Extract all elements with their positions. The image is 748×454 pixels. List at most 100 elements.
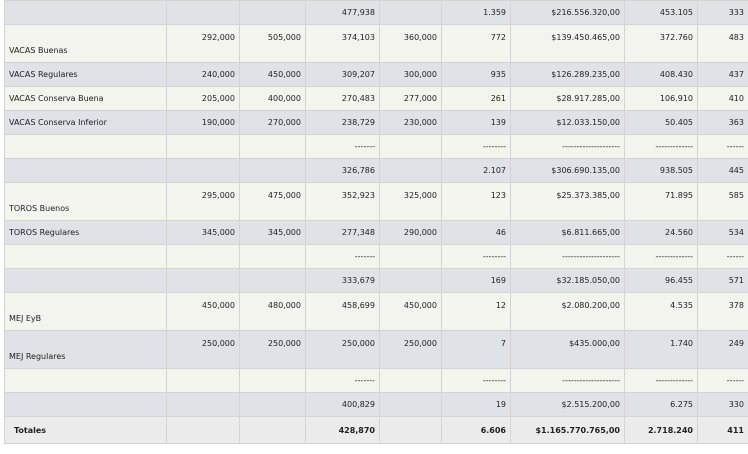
col-3-value: 352,923	[305, 182, 380, 221]
col-3-value: 428,870	[305, 416, 380, 444]
col-3-value: 250,000	[305, 330, 380, 369]
col-2-value: 480,000	[239, 292, 306, 331]
col-8-value: 378	[697, 292, 748, 331]
row-label: TOROS Buenos	[4, 182, 167, 221]
col-1-value	[166, 244, 240, 269]
col-1-value: 205,000	[166, 86, 240, 111]
col-1-value: 450,000	[166, 292, 240, 331]
col-2-value: 250,000	[239, 330, 306, 369]
col-1-value	[166, 368, 240, 393]
col-2-value: 475,000	[239, 182, 306, 221]
col-8-value: 363	[697, 110, 748, 135]
col-1-value	[166, 158, 240, 183]
col-6-value: --------------------	[510, 134, 625, 159]
col-8-value: 411	[697, 416, 748, 444]
col-6-value: $2.515.200,00	[510, 392, 625, 417]
col-4-value	[379, 244, 442, 269]
col-6-value: $435.000,00	[510, 330, 625, 369]
col-1-value: 292,000	[166, 24, 240, 63]
col-6-value: $126.289.235,00	[510, 62, 625, 87]
row-label: TOROS Regulares	[4, 220, 167, 245]
col-6-value: --------------------	[510, 244, 625, 269]
col-2-value	[239, 244, 306, 269]
col-7-value: -------------	[624, 244, 698, 269]
col-7-value: 372.760	[624, 24, 698, 63]
col-8-value: ------	[697, 368, 748, 393]
col-3-value: 400,829	[305, 392, 380, 417]
subtotal-row: 400,829 19 $2.515.200,00 6.275 330	[4, 392, 748, 417]
col-3-value: 270,483	[305, 86, 380, 111]
col-7-value: 453.105	[624, 0, 698, 25]
col-8-value: 249	[697, 330, 748, 369]
row-label	[4, 158, 167, 183]
col-3-value: 333,679	[305, 268, 380, 293]
col-5-value: --------	[441, 368, 511, 393]
row-label: VACAS Conserva Buena	[4, 86, 167, 111]
col-3-value: 477,938	[305, 0, 380, 25]
col-5-value: 19	[441, 392, 511, 417]
col-7-value: 24.560	[624, 220, 698, 245]
col-5-value: 261	[441, 86, 511, 111]
row-label	[4, 392, 167, 417]
col-4-value	[379, 368, 442, 393]
col-8-value: 437	[697, 62, 748, 87]
table-row: TOROS Regulares 345,000 345,000 277,348 290,…	[4, 220, 748, 245]
col-4-value	[379, 268, 442, 293]
col-4-value	[379, 134, 442, 159]
col-4-value: 290,000	[379, 220, 442, 245]
row-label	[4, 244, 167, 269]
row-label: VACAS Conserva Inferior	[4, 110, 167, 135]
col-2-value	[239, 268, 306, 293]
col-8-value: 330	[697, 392, 748, 417]
separator-row: ------- -------- -------------------- -----…	[4, 134, 748, 159]
table-row: MEJ EyB 450,000 480,000 458,699 450,000 12 $2.…	[4, 292, 748, 331]
col-4-value: 360,000	[379, 24, 442, 63]
separator-row: ------- -------- -------------------- -----…	[4, 368, 748, 393]
col-6-value: $28.917.285,00	[510, 86, 625, 111]
col-3-value: -------	[305, 134, 380, 159]
col-1-value	[166, 268, 240, 293]
col-3-value: 374,103	[305, 24, 380, 63]
col-7-value: -------------	[624, 134, 698, 159]
col-5-value: 139	[441, 110, 511, 135]
col-3-value: 326,786	[305, 158, 380, 183]
col-5-value: 123	[441, 182, 511, 221]
col-5-value: 6.606	[441, 416, 511, 444]
col-6-value: $2.080.200,00	[510, 292, 625, 331]
col-1-value	[166, 134, 240, 159]
col-2-value: 270,000	[239, 110, 306, 135]
row-label: MEJ EyB	[4, 292, 167, 331]
col-2-value	[239, 0, 306, 25]
col-1-value: 345,000	[166, 220, 240, 245]
col-7-value: 50.405	[624, 110, 698, 135]
table-row: MEJ Regulares 250,000 250,000 250,000 250,00…	[4, 330, 748, 369]
col-4-value	[379, 158, 442, 183]
col-7-value: 2.718.240	[624, 416, 698, 444]
col-5-value: 12	[441, 292, 511, 331]
col-6-value: --------------------	[510, 368, 625, 393]
col-1-value	[166, 392, 240, 417]
col-4-value: 325,000	[379, 182, 442, 221]
col-7-value: 71.895	[624, 182, 698, 221]
col-8-value: ------	[697, 134, 748, 159]
col-7-value: 938.505	[624, 158, 698, 183]
col-1-value: 190,000	[166, 110, 240, 135]
col-3-value: 277,348	[305, 220, 380, 245]
col-2-value	[239, 416, 306, 444]
col-2-value	[239, 158, 306, 183]
col-3-value: -------	[305, 368, 380, 393]
row-label: VACAS Regulares	[4, 62, 167, 87]
col-5-value: 7	[441, 330, 511, 369]
col-8-value: 571	[697, 268, 748, 293]
separator-row: ------- -------- -------------------- -----…	[4, 244, 748, 269]
col-5-value: 1.359	[441, 0, 511, 25]
col-2-value: 400,000	[239, 86, 306, 111]
col-3-value: 238,729	[305, 110, 380, 135]
col-7-value: 96.455	[624, 268, 698, 293]
col-1-value: 240,000	[166, 62, 240, 87]
col-6-value: $32.185.050,00	[510, 268, 625, 293]
col-4-value	[379, 0, 442, 25]
col-3-value: 458,699	[305, 292, 380, 331]
col-7-value: 4.535	[624, 292, 698, 331]
col-2-value	[239, 134, 306, 159]
